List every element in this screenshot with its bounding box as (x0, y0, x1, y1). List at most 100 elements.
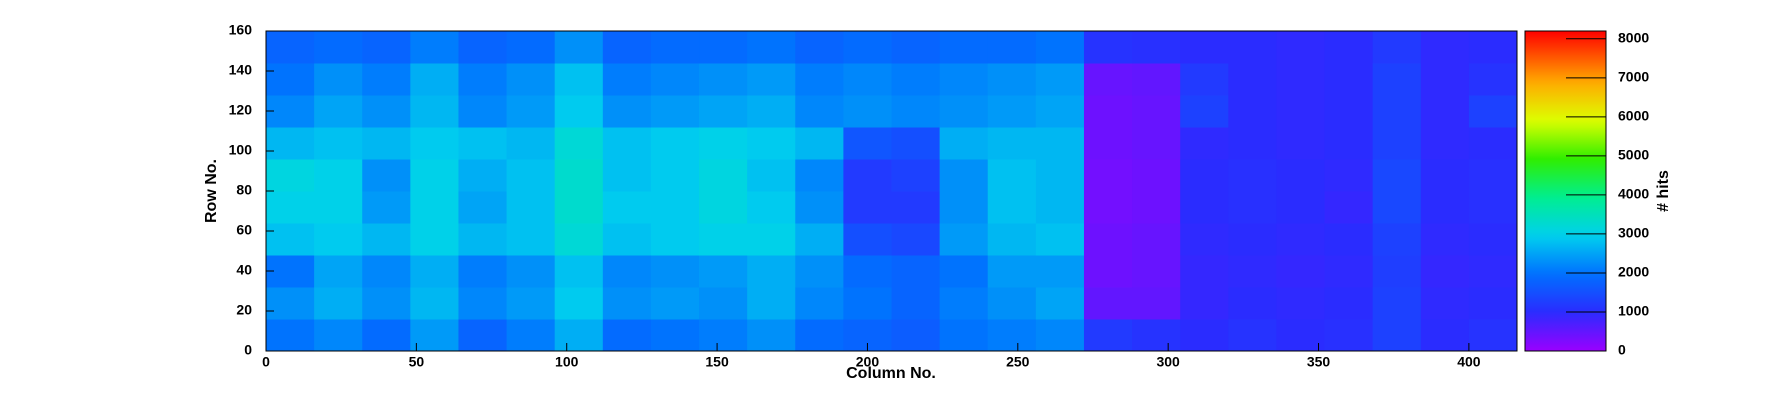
heatmap-cell (1468, 31, 1518, 64)
x-tick-label: 150 (705, 354, 729, 370)
heatmap-cell (795, 191, 844, 224)
heatmap-cell (699, 319, 748, 352)
heatmap-cell (458, 31, 508, 64)
heatmap-cell (987, 223, 1037, 256)
heatmap-cell (1180, 31, 1229, 64)
y-tick-label: 40 (236, 262, 252, 278)
heatmap-cell (1468, 223, 1518, 256)
heatmap-cell (1420, 95, 1470, 128)
heatmap-cell (1372, 63, 1422, 96)
heatmap-cell (747, 31, 796, 64)
heatmap-cell (747, 127, 796, 160)
heatmap-cell (747, 191, 796, 224)
heatmap-cell (747, 319, 796, 352)
heatmap-cell (987, 287, 1037, 320)
heatmap-cell (1276, 287, 1326, 320)
heatmap-cell (1228, 319, 1277, 352)
heatmap-cell (458, 63, 508, 96)
heatmap-cell (314, 223, 363, 256)
heatmap-cell (699, 63, 748, 96)
heatmap-cell (266, 191, 315, 224)
colorbar-tick-label: 6000 (1618, 108, 1649, 124)
heatmap-cell (1180, 223, 1229, 256)
heatmap-cell (939, 319, 989, 352)
colorbar-tick-label: 2000 (1618, 264, 1649, 280)
heatmap-cell (795, 319, 844, 352)
heatmap-cell (1083, 63, 1133, 96)
heatmap-cell (987, 159, 1037, 192)
heatmap-cell (506, 31, 556, 64)
heatmap-cell (506, 159, 556, 192)
heatmap-cell (362, 63, 411, 96)
heatmap-cell (554, 63, 604, 96)
colorbar-tick-label: 0 (1618, 342, 1626, 358)
heatmap-cell (1083, 127, 1133, 160)
heatmap-cell (1180, 95, 1229, 128)
heatmap-cell (410, 127, 459, 160)
heatmap-cell (266, 287, 315, 320)
y-tick-label: 80 (236, 182, 252, 198)
heatmap-cell (602, 319, 652, 352)
heatmap-cell (1372, 319, 1422, 352)
heatmap-cell (458, 95, 508, 128)
heatmap-cell (939, 127, 989, 160)
heatmap-cell (795, 63, 844, 96)
heatmap-cell (699, 287, 748, 320)
heatmap-cell (795, 95, 844, 128)
heatmap-cell (1276, 191, 1326, 224)
heatmap-cell (266, 255, 315, 288)
heatmap-cell (891, 159, 941, 192)
heatmap-cell (843, 287, 892, 320)
heatmap-cell (1180, 287, 1229, 320)
heatmap-cell (458, 223, 508, 256)
heatmap-cell (1468, 95, 1518, 128)
heatmap-cell (1276, 95, 1326, 128)
heatmap-cell (1468, 63, 1518, 96)
heatmap-cell (987, 191, 1037, 224)
heatmap-cell (506, 223, 556, 256)
heatmap-cell (1372, 159, 1422, 192)
heatmap-cell (410, 159, 459, 192)
heatmap-cell (650, 255, 700, 288)
heatmap-cell (602, 191, 652, 224)
heatmap-cell (1132, 319, 1181, 352)
heatmap-cell (1324, 31, 1374, 64)
x-tick-label: 250 (1006, 354, 1030, 370)
heatmap-cell (506, 255, 556, 288)
heatmap-cell (939, 95, 989, 128)
y-tick-label: 160 (229, 22, 253, 38)
heatmap-cell (1276, 63, 1326, 96)
heatmap-cell (1324, 223, 1374, 256)
colorbar-tick-label: 1000 (1618, 303, 1649, 319)
heatmap-cell (1372, 95, 1422, 128)
heatmap-cell (1083, 95, 1133, 128)
x-tick-label: 400 (1457, 354, 1481, 370)
heatmap-cell (410, 63, 459, 96)
heatmap-cell (602, 63, 652, 96)
heatmap-cell (699, 159, 748, 192)
y-tick-label: 100 (229, 142, 253, 158)
heatmap-cell (1468, 127, 1518, 160)
heatmap-cell (458, 287, 508, 320)
heatmap-cell (1276, 319, 1326, 352)
heatmap-cell (1372, 255, 1422, 288)
heatmap-cell (650, 191, 700, 224)
heatmap-cell (506, 127, 556, 160)
x-tick-label: 350 (1307, 354, 1331, 370)
heatmap-cell (1468, 319, 1518, 352)
heatmap-cell (939, 31, 989, 64)
heatmap-cell (939, 223, 989, 256)
heatmap-cell (1083, 255, 1133, 288)
heatmap-cell (314, 159, 363, 192)
heatmap-cell (699, 127, 748, 160)
colorbar-title: # hits (1655, 170, 1672, 212)
heatmap-cell (1083, 159, 1133, 192)
heatmap-cell (314, 255, 363, 288)
heatmap-cell (458, 127, 508, 160)
heatmap-cell (1228, 31, 1277, 64)
heatmap-cell (650, 127, 700, 160)
heatmap-cell (939, 255, 989, 288)
heatmap-cell (1083, 191, 1133, 224)
heatmap-cell (747, 95, 796, 128)
